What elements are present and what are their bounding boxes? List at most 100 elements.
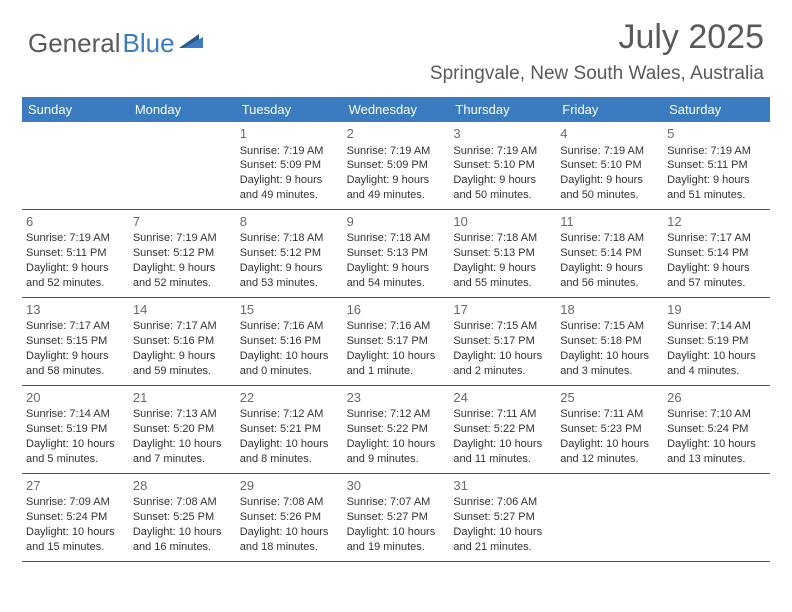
calendar-day-cell: 28Sunrise: 7:08 AMSunset: 5:25 PMDayligh… [129, 474, 236, 561]
calendar-day-cell: 9Sunrise: 7:18 AMSunset: 5:13 PMDaylight… [343, 210, 450, 297]
sunset-text: Sunset: 5:27 PM [453, 510, 552, 525]
sunrise-text: Sunrise: 7:14 AM [667, 319, 766, 334]
day-number: 13 [26, 301, 125, 319]
calendar-day-cell: 13Sunrise: 7:17 AMSunset: 5:15 PMDayligh… [22, 298, 129, 385]
sunrise-text: Sunrise: 7:16 AM [240, 319, 339, 334]
calendar-week-row: 6Sunrise: 7:19 AMSunset: 5:11 PMDaylight… [22, 210, 770, 298]
weekday-header: Tuesday [236, 97, 343, 122]
calendar-day-cell: 30Sunrise: 7:07 AMSunset: 5:27 PMDayligh… [343, 474, 450, 561]
day-number: 11 [560, 213, 659, 231]
daylight-text: Daylight: 9 hours [240, 261, 339, 276]
calendar-day-cell [129, 122, 236, 209]
day-number: 16 [347, 301, 446, 319]
sunset-text: Sunset: 5:12 PM [133, 246, 232, 261]
daylight-text: Daylight: 10 hours [453, 525, 552, 540]
calendar-body: 1Sunrise: 7:19 AMSunset: 5:09 PMDaylight… [22, 122, 770, 562]
calendar-day-cell: 15Sunrise: 7:16 AMSunset: 5:16 PMDayligh… [236, 298, 343, 385]
day-number: 24 [453, 389, 552, 407]
sunrise-text: Sunrise: 7:19 AM [453, 144, 552, 159]
sunrise-text: Sunrise: 7:12 AM [347, 407, 446, 422]
sunset-text: Sunset: 5:25 PM [133, 510, 232, 525]
daylight-text: and 56 minutes. [560, 276, 659, 291]
sunset-text: Sunset: 5:15 PM [26, 334, 125, 349]
sunset-text: Sunset: 5:26 PM [240, 510, 339, 525]
sunset-text: Sunset: 5:24 PM [26, 510, 125, 525]
sunrise-text: Sunrise: 7:16 AM [347, 319, 446, 334]
calendar-day-cell: 12Sunrise: 7:17 AMSunset: 5:14 PMDayligh… [663, 210, 770, 297]
daylight-text: Daylight: 9 hours [133, 349, 232, 364]
daylight-text: Daylight: 10 hours [240, 437, 339, 452]
sunset-text: Sunset: 5:21 PM [240, 422, 339, 437]
daylight-text: Daylight: 9 hours [453, 261, 552, 276]
daylight-text: Daylight: 10 hours [26, 437, 125, 452]
logo-triangle-icon [179, 28, 207, 59]
month-title: July 2025 [430, 18, 764, 57]
calendar-day-cell: 25Sunrise: 7:11 AMSunset: 5:23 PMDayligh… [556, 386, 663, 473]
logo-text-2: Blue [123, 28, 175, 59]
calendar-day-cell: 24Sunrise: 7:11 AMSunset: 5:22 PMDayligh… [449, 386, 556, 473]
sunrise-text: Sunrise: 7:09 AM [26, 495, 125, 510]
weekday-header: Friday [556, 97, 663, 122]
sunrise-text: Sunrise: 7:19 AM [667, 144, 766, 159]
day-number: 7 [133, 213, 232, 231]
daylight-text: Daylight: 10 hours [453, 349, 552, 364]
calendar-week-row: 27Sunrise: 7:09 AMSunset: 5:24 PMDayligh… [22, 474, 770, 562]
sunset-text: Sunset: 5:14 PM [560, 246, 659, 261]
day-number: 2 [347, 125, 446, 143]
sunset-text: Sunset: 5:19 PM [667, 334, 766, 349]
daylight-text: and 13 minutes. [667, 452, 766, 467]
calendar-day-cell: 2Sunrise: 7:19 AMSunset: 5:09 PMDaylight… [343, 122, 450, 209]
day-number: 10 [453, 213, 552, 231]
daylight-text: and 57 minutes. [667, 276, 766, 291]
day-number: 20 [26, 389, 125, 407]
day-number: 15 [240, 301, 339, 319]
calendar-day-cell: 17Sunrise: 7:15 AMSunset: 5:17 PMDayligh… [449, 298, 556, 385]
daylight-text: and 1 minute. [347, 364, 446, 379]
sunrise-text: Sunrise: 7:18 AM [560, 231, 659, 246]
daylight-text: and 54 minutes. [347, 276, 446, 291]
daylight-text: Daylight: 9 hours [26, 261, 125, 276]
daylight-text: Daylight: 10 hours [133, 525, 232, 540]
calendar-week-row: 20Sunrise: 7:14 AMSunset: 5:19 PMDayligh… [22, 386, 770, 474]
sunrise-text: Sunrise: 7:11 AM [453, 407, 552, 422]
sunset-text: Sunset: 5:16 PM [133, 334, 232, 349]
sunrise-text: Sunrise: 7:19 AM [240, 144, 339, 159]
sunset-text: Sunset: 5:09 PM [240, 158, 339, 173]
daylight-text: and 21 minutes. [453, 540, 552, 555]
sunset-text: Sunset: 5:12 PM [240, 246, 339, 261]
sunset-text: Sunset: 5:16 PM [240, 334, 339, 349]
calendar-day-cell: 10Sunrise: 7:18 AMSunset: 5:13 PMDayligh… [449, 210, 556, 297]
calendar-day-cell: 16Sunrise: 7:16 AMSunset: 5:17 PMDayligh… [343, 298, 450, 385]
daylight-text: and 4 minutes. [667, 364, 766, 379]
sunrise-text: Sunrise: 7:19 AM [26, 231, 125, 246]
day-number: 5 [667, 125, 766, 143]
daylight-text: and 49 minutes. [240, 188, 339, 203]
calendar-day-cell: 18Sunrise: 7:15 AMSunset: 5:18 PMDayligh… [556, 298, 663, 385]
calendar-day-cell: 22Sunrise: 7:12 AMSunset: 5:21 PMDayligh… [236, 386, 343, 473]
weekday-header: Wednesday [343, 97, 450, 122]
calendar-day-cell [663, 474, 770, 561]
daylight-text: and 0 minutes. [240, 364, 339, 379]
sunrise-text: Sunrise: 7:17 AM [26, 319, 125, 334]
daylight-text: Daylight: 9 hours [453, 173, 552, 188]
day-number: 8 [240, 213, 339, 231]
daylight-text: Daylight: 10 hours [560, 437, 659, 452]
weekday-header: Monday [129, 97, 236, 122]
calendar-day-cell: 14Sunrise: 7:17 AMSunset: 5:16 PMDayligh… [129, 298, 236, 385]
daylight-text: Daylight: 10 hours [667, 437, 766, 452]
calendar-day-cell: 20Sunrise: 7:14 AMSunset: 5:19 PMDayligh… [22, 386, 129, 473]
daylight-text: and 52 minutes. [133, 276, 232, 291]
sunset-text: Sunset: 5:11 PM [667, 158, 766, 173]
calendar-day-cell: 29Sunrise: 7:08 AMSunset: 5:26 PMDayligh… [236, 474, 343, 561]
logo: GeneralBlue [28, 18, 207, 59]
calendar-day-cell: 5Sunrise: 7:19 AMSunset: 5:11 PMDaylight… [663, 122, 770, 209]
daylight-text: Daylight: 9 hours [133, 261, 232, 276]
daylight-text: and 5 minutes. [26, 452, 125, 467]
daylight-text: Daylight: 9 hours [240, 173, 339, 188]
sunset-text: Sunset: 5:13 PM [347, 246, 446, 261]
daylight-text: Daylight: 9 hours [667, 173, 766, 188]
day-number: 21 [133, 389, 232, 407]
daylight-text: and 3 minutes. [560, 364, 659, 379]
day-number: 17 [453, 301, 552, 319]
calendar-week-row: 1Sunrise: 7:19 AMSunset: 5:09 PMDaylight… [22, 122, 770, 210]
